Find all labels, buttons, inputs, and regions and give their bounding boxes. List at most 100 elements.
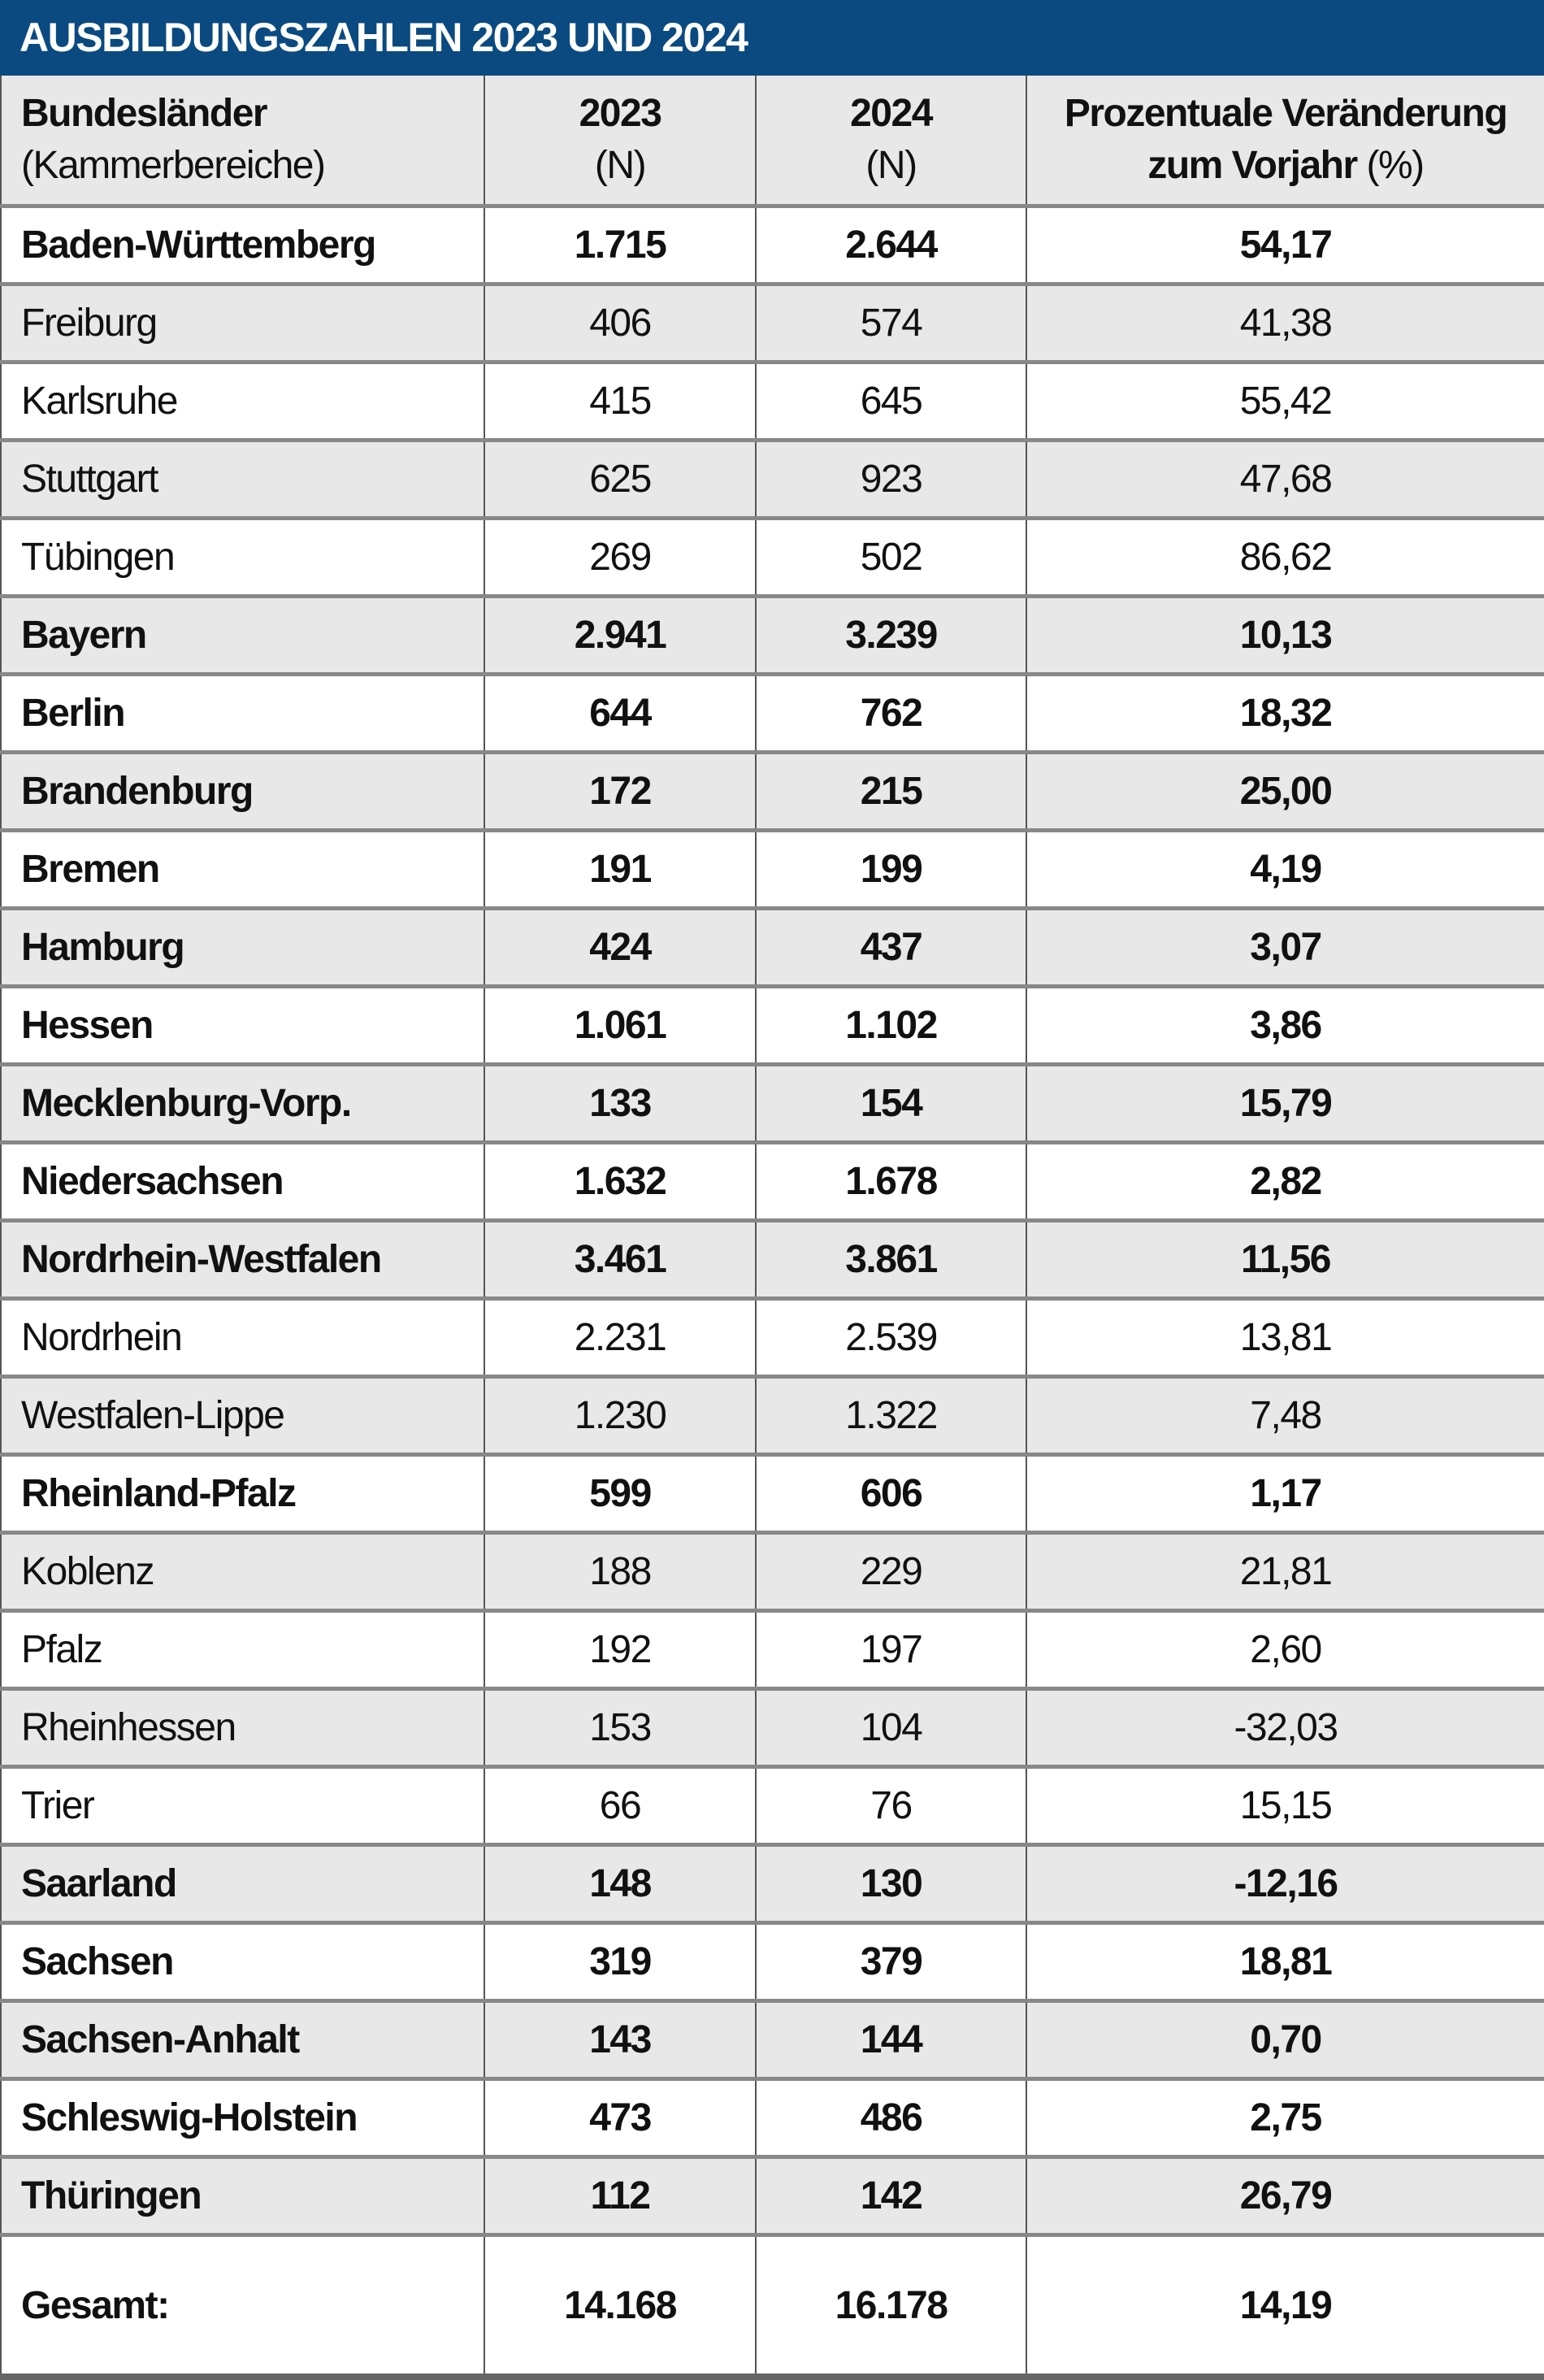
value-2024: 606 bbox=[755, 1454, 1026, 1535]
training-numbers-table: Bundesländer (Kammerbereiche) 2023 (N) 202… bbox=[0, 76, 1544, 2380]
state-cell: Nordrhein-Westfalen bbox=[0, 1220, 484, 1301]
change-cell: -12,16 bbox=[1026, 1844, 1544, 1925]
value-2023: 319 bbox=[484, 1922, 756, 2003]
state-cell: Bremen bbox=[0, 830, 484, 910]
state-cell: Hessen bbox=[0, 986, 484, 1066]
state-cell: Schleswig-Holstein bbox=[0, 2078, 484, 2159]
state-cell: Rheinhessen bbox=[0, 1688, 484, 1769]
value-2023: 424 bbox=[484, 908, 756, 988]
value-2023: 133 bbox=[484, 1064, 756, 1144]
value-2023: 2.941 bbox=[484, 596, 756, 676]
change-cell: 4,19 bbox=[1026, 830, 1544, 910]
value-2024: 3.861 bbox=[755, 1220, 1026, 1301]
change-cell: 0,70 bbox=[1026, 2000, 1544, 2081]
value-2023: 66 bbox=[484, 1766, 756, 1847]
change-cell: 2,60 bbox=[1026, 1610, 1544, 1691]
state-cell: Trier bbox=[0, 1766, 484, 1847]
state-cell: Pfalz bbox=[0, 1610, 484, 1691]
change-cell: 25,00 bbox=[1026, 752, 1544, 832]
state-cell: Mecklenburg-Vorp. bbox=[0, 1064, 484, 1144]
table-row: Stuttgart 625 923 47,68 bbox=[0, 440, 1544, 520]
value-2023: 188 bbox=[484, 1532, 756, 1613]
value-2023: 153 bbox=[484, 1688, 756, 1769]
value-2024: 104 bbox=[755, 1688, 1026, 1769]
value-2024: 197 bbox=[755, 1610, 1026, 1691]
table-row: Niedersachsen 1.632 1.678 2,82 bbox=[0, 1142, 1544, 1223]
change-cell: 54,17 bbox=[1026, 206, 1544, 286]
value-2024: 1.322 bbox=[755, 1376, 1026, 1457]
total-label: Gesamt: bbox=[0, 2235, 484, 2380]
value-2024: 502 bbox=[755, 518, 1026, 598]
value-2024: 199 bbox=[755, 830, 1026, 910]
change-cell: 3,86 bbox=[1026, 986, 1544, 1066]
change-cell: 41,38 bbox=[1026, 284, 1544, 364]
change-cell: 47,68 bbox=[1026, 440, 1544, 520]
table-row: Mecklenburg-Vorp. 133 154 15,79 bbox=[0, 1064, 1544, 1144]
table-row: Berlin 644 762 18,32 bbox=[0, 674, 1544, 754]
change-cell: 18,32 bbox=[1026, 674, 1544, 754]
value-2024: 130 bbox=[755, 1844, 1026, 1925]
value-2023: 1.715 bbox=[484, 206, 756, 286]
value-2024: 229 bbox=[755, 1532, 1026, 1613]
change-cell: 55,42 bbox=[1026, 362, 1544, 442]
state-cell: Saarland bbox=[0, 1844, 484, 1925]
value-2023: 1.230 bbox=[484, 1376, 756, 1457]
value-2024: 1.102 bbox=[755, 986, 1026, 1066]
value-2023: 1.632 bbox=[484, 1142, 756, 1223]
change-cell: 18,81 bbox=[1026, 1922, 1544, 2003]
table-row: Pfalz 192 197 2,60 bbox=[0, 1610, 1544, 1691]
state-cell: Stuttgart bbox=[0, 440, 484, 520]
value-2023: 599 bbox=[484, 1454, 756, 1535]
state-cell: Bayern bbox=[0, 596, 484, 676]
state-cell: Westfalen-Lippe bbox=[0, 1376, 484, 1457]
header-2023: 2023 (N) bbox=[484, 76, 756, 208]
table-row: Brandenburg 172 215 25,00 bbox=[0, 752, 1544, 832]
value-2023: 473 bbox=[484, 2078, 756, 2159]
value-2024: 923 bbox=[755, 440, 1026, 520]
state-cell: Thüringen bbox=[0, 2156, 484, 2237]
value-2023: 406 bbox=[484, 284, 756, 364]
state-cell: Brandenburg bbox=[0, 752, 484, 832]
table-row: Nordrhein-Westfalen 3.461 3.861 11,56 bbox=[0, 1220, 1544, 1301]
state-cell: Sachsen bbox=[0, 1922, 484, 2003]
table-row: Sachsen-Anhalt 143 144 0,70 bbox=[0, 2000, 1544, 2081]
change-cell: 21,81 bbox=[1026, 1532, 1544, 1613]
state-cell: Hamburg bbox=[0, 908, 484, 988]
state-cell: Berlin bbox=[0, 674, 484, 754]
table-row: Bremen 191 199 4,19 bbox=[0, 830, 1544, 910]
table-title: AUSBILDUNGSZAHLEN 2023 UND 2024 bbox=[0, 0, 1544, 76]
value-2024: 379 bbox=[755, 1922, 1026, 2003]
value-2024: 486 bbox=[755, 2078, 1026, 2159]
value-2023: 148 bbox=[484, 1844, 756, 1925]
total-change: 14,19 bbox=[1026, 2235, 1544, 2380]
total-2023: 14.168 bbox=[484, 2235, 756, 2380]
table-row: Westfalen-Lippe 1.230 1.322 7,48 bbox=[0, 1376, 1544, 1457]
total-2024: 16.178 bbox=[755, 2235, 1026, 2380]
table-row: Rheinhessen 153 104 -32,03 bbox=[0, 1688, 1544, 1769]
table-row: Schleswig-Holstein 473 486 2,75 bbox=[0, 2078, 1544, 2159]
change-cell: 7,48 bbox=[1026, 1376, 1544, 1457]
table-row: Hessen 1.061 1.102 3,86 bbox=[0, 986, 1544, 1066]
change-cell: 86,62 bbox=[1026, 518, 1544, 598]
table-row: Sachsen 319 379 18,81 bbox=[0, 1922, 1544, 2003]
value-2023: 1.061 bbox=[484, 986, 756, 1066]
state-cell: Koblenz bbox=[0, 1532, 484, 1613]
value-2024: 2.644 bbox=[755, 206, 1026, 286]
value-2024: 437 bbox=[755, 908, 1026, 988]
total-row: Gesamt: 14.168 16.178 14,19 bbox=[0, 2235, 1544, 2380]
value-2023: 2.231 bbox=[484, 1298, 756, 1379]
value-2024: 3.239 bbox=[755, 596, 1026, 676]
table-row: Thüringen 112 142 26,79 bbox=[0, 2156, 1544, 2237]
state-cell: Niedersachsen bbox=[0, 1142, 484, 1223]
change-cell: 1,17 bbox=[1026, 1454, 1544, 1535]
value-2023: 172 bbox=[484, 752, 756, 832]
change-cell: 13,81 bbox=[1026, 1298, 1544, 1379]
change-cell: 3,07 bbox=[1026, 908, 1544, 988]
header-row: Bundesländer (Kammerbereiche) 2023 (N) 202… bbox=[0, 76, 1544, 208]
value-2023: 191 bbox=[484, 830, 756, 910]
header-2024: 2024 (N) bbox=[755, 76, 1026, 208]
state-cell: Freiburg bbox=[0, 284, 484, 364]
table-row: Trier 66 76 15,15 bbox=[0, 1766, 1544, 1847]
table-row: Nordrhein 2.231 2.539 13,81 bbox=[0, 1298, 1544, 1379]
value-2024: 2.539 bbox=[755, 1298, 1026, 1379]
